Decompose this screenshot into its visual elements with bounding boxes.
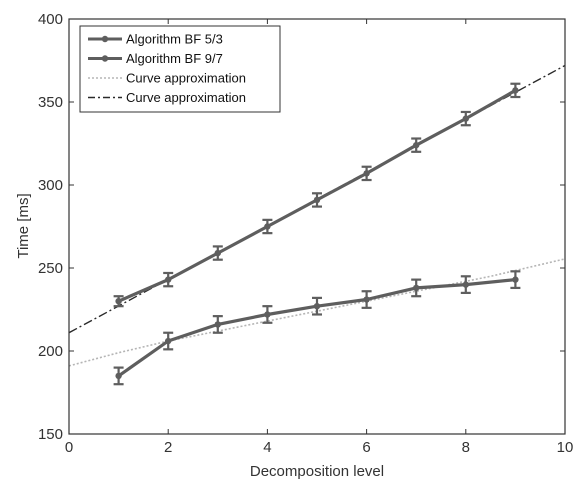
data-point-1-2 bbox=[214, 249, 221, 257]
data-point-1-3 bbox=[264, 223, 271, 230]
data-point-0-7 bbox=[462, 281, 469, 288]
x-tick-label: 6 bbox=[362, 439, 370, 456]
y-axis-label: Time [ms] bbox=[15, 193, 32, 258]
x-tick-label: 0 bbox=[65, 439, 73, 456]
data-point-1-5 bbox=[363, 170, 370, 177]
series-line-2 bbox=[69, 258, 565, 367]
data-point-0-0 bbox=[115, 372, 122, 380]
data-point-1-7 bbox=[462, 115, 469, 122]
data-point-1-8 bbox=[512, 87, 519, 94]
data-point-0-4 bbox=[313, 302, 321, 310]
legend-label: Curve approximation bbox=[126, 90, 246, 105]
data-point-1-6 bbox=[413, 141, 420, 149]
axes: 0 2 4 6 8 10 150 200 250 300 350 400 bbox=[38, 11, 573, 456]
y-tick-label: 350 bbox=[38, 94, 63, 111]
legend-entry-1: Algorithm BF 9/7 bbox=[88, 51, 223, 66]
legend-label: Algorithm BF 5/3 bbox=[126, 32, 223, 47]
legend-entry-0: Algorithm BF 5/3 bbox=[88, 32, 223, 47]
legend: Algorithm BF 5/3 Algorithm BF 9/7 Curve ap… bbox=[79, 25, 281, 113]
axes-frame bbox=[68, 18, 566, 435]
data-point-1-1 bbox=[165, 276, 172, 283]
data-point-0-8 bbox=[512, 276, 519, 283]
x-tick-label: 4 bbox=[263, 439, 271, 456]
data-point-0-3 bbox=[264, 311, 271, 318]
y-tick-label: 400 bbox=[38, 11, 63, 28]
legend-entry-3: Curve approximation bbox=[88, 90, 246, 105]
y-tick-label: 150 bbox=[38, 426, 63, 443]
legend-label: Curve approximation bbox=[126, 71, 246, 86]
legend-entry-2: Curve approximation bbox=[88, 71, 246, 86]
x-axis-label: Decomposition level bbox=[250, 463, 384, 480]
x-tick-label: 10 bbox=[557, 439, 574, 456]
data-point-0-2 bbox=[214, 321, 221, 328]
x-tick-label: 8 bbox=[462, 439, 470, 456]
legend-swatch-marker bbox=[101, 55, 109, 62]
data-point-0-6 bbox=[413, 284, 420, 292]
x-tick-label: 2 bbox=[164, 439, 172, 456]
legend-label: Algorithm BF 9/7 bbox=[126, 51, 223, 66]
y-tick-label: 300 bbox=[38, 177, 63, 194]
data-point-0-1 bbox=[165, 337, 172, 345]
data-point-1-0 bbox=[115, 298, 122, 305]
y-tick-label: 200 bbox=[38, 343, 63, 360]
legend-swatch-marker bbox=[101, 35, 109, 43]
data-point-0-5 bbox=[363, 296, 370, 303]
y-tick-label: 250 bbox=[38, 260, 63, 277]
data-point-1-4 bbox=[313, 196, 321, 204]
